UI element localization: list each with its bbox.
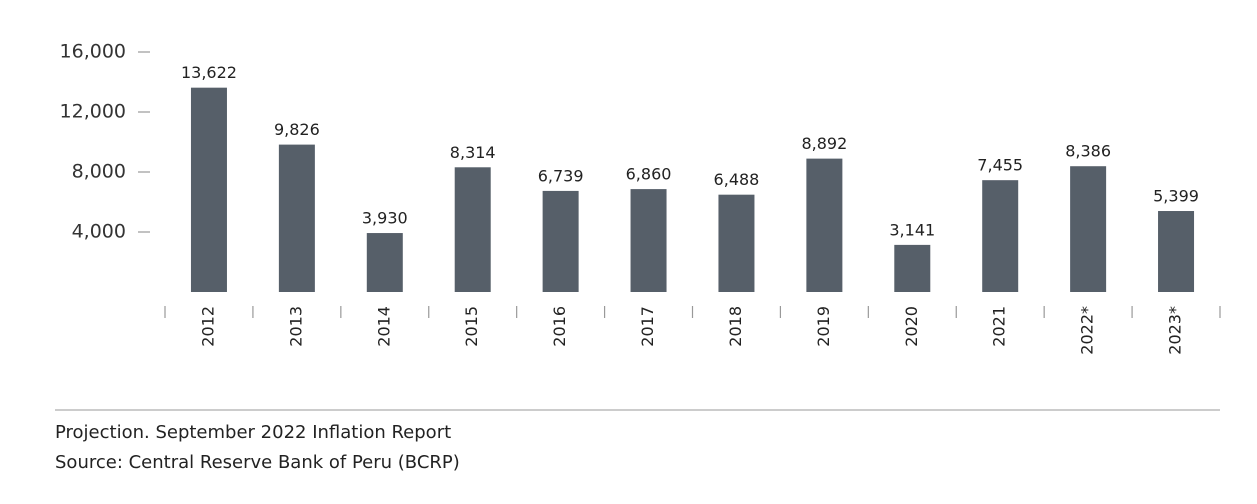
y-tick-label: 12,000 <box>60 101 126 123</box>
value-label: 7,455 <box>977 156 1023 175</box>
x-tick-label: 2022* <box>1078 306 1097 355</box>
x-tick-label: 2012 <box>198 306 217 347</box>
y-tick-label: 16,000 <box>60 41 126 63</box>
value-label: 5,399 <box>1153 187 1199 206</box>
x-tick-label: 2014 <box>374 306 393 347</box>
bar <box>1158 211 1195 292</box>
x-tick-label: 2016 <box>550 306 569 347</box>
bar <box>630 189 667 292</box>
bar <box>982 180 1019 292</box>
bar <box>454 167 491 292</box>
x-tick-label: 2021 <box>990 306 1009 347</box>
bar <box>366 233 403 292</box>
bar <box>894 244 931 292</box>
bar <box>190 87 227 292</box>
y-tick-label: 8,000 <box>72 161 126 183</box>
bar <box>1070 166 1107 292</box>
x-tick-label: 2020 <box>902 306 921 347</box>
value-label: 3,141 <box>889 220 935 239</box>
value-label: 6,860 <box>626 165 672 184</box>
source: Source: Central Reserve Bank of Peru (BC… <box>55 452 460 473</box>
bar <box>278 144 315 292</box>
bar <box>542 190 579 292</box>
value-label: 8,892 <box>801 134 847 153</box>
x-tick-label: 2023* <box>1166 306 1185 355</box>
x-tick-label: 2019 <box>814 306 833 347</box>
footnote: Projection. September 2022 Inflation Rep… <box>55 422 451 443</box>
value-label: 3,930 <box>362 209 408 228</box>
value-label: 8,314 <box>450 143 496 162</box>
x-tick-label: 2013 <box>286 306 305 347</box>
x-tick-label: 2015 <box>462 306 481 347</box>
value-label: 6,488 <box>714 170 760 189</box>
x-tick-label: 2017 <box>638 306 657 347</box>
value-label: 13,622 <box>181 63 237 82</box>
value-label: 8,386 <box>1065 142 1111 161</box>
x-tick-label: 2018 <box>726 306 745 347</box>
bar <box>718 194 755 292</box>
value-label: 6,739 <box>538 166 584 185</box>
value-label: 9,826 <box>274 120 320 139</box>
bar <box>806 158 843 292</box>
y-tick-label: 4,000 <box>72 221 126 243</box>
